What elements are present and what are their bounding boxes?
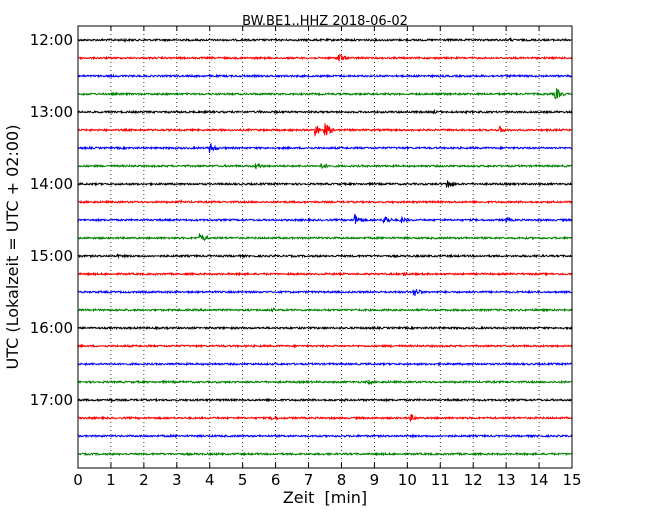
seismic-trace	[77, 142, 573, 154]
seismic-trace	[77, 325, 573, 331]
x-tick-label: 12	[464, 471, 483, 489]
x-tick-label: 14	[530, 471, 549, 489]
x-axis-ticks: 0 1 2 3 4 5 6 7 8 9 10 11 12 13 14 15	[73, 26, 582, 489]
y-tick-label: 12:00	[30, 31, 73, 49]
seismic-trace	[77, 88, 573, 100]
x-tick-label: 10	[398, 471, 417, 489]
seismic-trace	[77, 108, 573, 115]
x-tick-label: 3	[172, 471, 182, 489]
chart-title: BW.BE1..HHZ 2018-06-02	[242, 14, 408, 29]
seismic-trace	[77, 213, 573, 225]
seismic-trace	[77, 271, 573, 277]
seismic-trace	[77, 253, 573, 260]
seismic-trace	[77, 198, 573, 205]
x-tick-label: 5	[238, 471, 248, 489]
seismic-trace	[77, 123, 573, 138]
seismic-trace	[77, 413, 573, 423]
seismic-trace	[77, 53, 573, 62]
x-tick-label: 13	[497, 471, 516, 489]
grid-lines	[110, 26, 540, 468]
x-tick-label: 11	[431, 471, 450, 489]
y-tick-label: 16:00	[30, 319, 73, 337]
y-tick-label: 15:00	[30, 247, 73, 265]
x-tick-label: 9	[370, 471, 380, 489]
seismic-trace	[77, 36, 573, 43]
trace-group	[77, 36, 573, 457]
x-tick-label: 7	[304, 471, 314, 489]
y-axis-label: UTC (Lokalzeit = UTC + 02:00)	[3, 125, 22, 370]
y-tick-label: 13:00	[30, 103, 73, 121]
x-axis-label: Zeit [min]	[283, 488, 367, 507]
y-axis-ticks: 12:00 13:00 14:00 15:00 16:00 17:00	[30, 31, 572, 409]
seismic-trace	[77, 162, 573, 170]
seismic-trace	[77, 307, 573, 313]
seismic-trace	[77, 433, 573, 439]
seismic-trace	[77, 343, 573, 349]
seismic-trace	[77, 179, 573, 188]
plot-frame	[77, 25, 573, 469]
seismic-trace	[77, 379, 573, 386]
x-tick-label: 2	[139, 471, 149, 489]
seismic-trace	[77, 361, 573, 367]
seismic-trace	[77, 233, 573, 242]
x-tick-label: 1	[106, 471, 116, 489]
x-tick-label: 0	[73, 471, 83, 489]
seismic-trace	[77, 73, 573, 79]
x-tick-label: 15	[562, 471, 581, 489]
y-tick-label: 17:00	[30, 391, 73, 409]
seismic-trace	[77, 288, 573, 297]
x-tick-label: 4	[205, 471, 215, 489]
x-tick-label: 8	[337, 471, 347, 489]
seismic-trace	[77, 397, 573, 404]
y-tick-label: 14:00	[30, 175, 73, 193]
x-tick-label: 6	[271, 471, 281, 489]
seismic-trace	[77, 451, 573, 457]
